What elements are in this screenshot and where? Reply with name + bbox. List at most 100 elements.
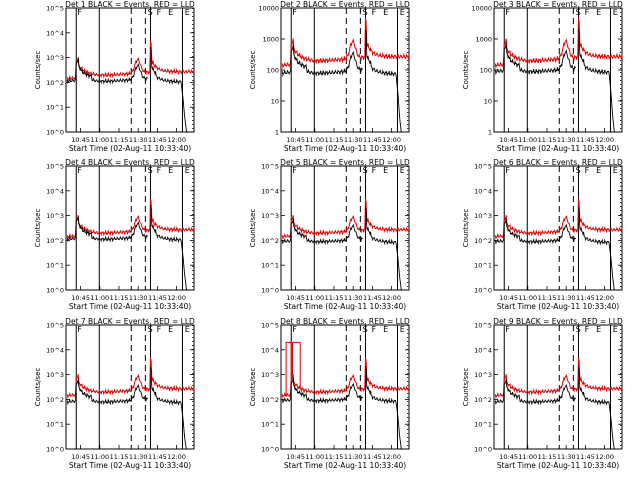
events-series-line (66, 204, 192, 291)
lld-series-line (281, 357, 410, 399)
marker-letter: F (505, 325, 510, 334)
detector-panel: Det 9 BLACK = Events, RED = LLD 10^0 10^1 1… (462, 317, 623, 470)
marker-letter: E (596, 166, 601, 175)
detector-panel: Det 7 BLACK = Events, RED = LLD 10^0 10^1 1… (34, 317, 195, 470)
marker-letter: E (185, 166, 190, 175)
marker-letter: S (148, 166, 153, 175)
detector-panel: Det 4 BLACK = Events, RED = LLD 10^0 10^1 1… (34, 158, 195, 311)
marker-letter: E (596, 8, 601, 17)
panel-title: Det 5 BLACK = Events, RED = LLD (280, 158, 410, 167)
y-tick-label: 10^5 (261, 322, 279, 330)
y-tick-label: 10^5 (474, 322, 492, 330)
detector-panel: Det 2 BLACK = Events, RED = LLD 1 10 100 100… (249, 0, 410, 153)
marker-letter: E (185, 325, 190, 334)
marker-letter: E (613, 8, 618, 17)
y-tick-label: 10^4 (46, 187, 64, 195)
lld-series-line (494, 17, 623, 70)
y-tick-label: 10^0 (261, 446, 279, 454)
plot-frame (280, 165, 410, 291)
marker-letter: S (576, 8, 581, 17)
y-tick-label: 1 (275, 129, 279, 137)
y-tick-label: 10^1 (261, 421, 279, 429)
events-series-line (66, 46, 192, 133)
lld-series-line (66, 40, 195, 82)
x-tick-label: 11:30 (129, 294, 148, 302)
y-tick-label: 10^5 (46, 322, 64, 330)
marker-letter: F (585, 166, 590, 175)
marker-letter: E (168, 166, 173, 175)
x-axis-label: Start Time (02-Aug-11 10:33:40) (497, 302, 619, 311)
events-series-line (281, 207, 407, 291)
y-tick-label: 100 (480, 67, 492, 75)
x-tick-label: 11:45 (148, 294, 167, 302)
marker-letter: F (292, 8, 297, 17)
y-tick-label: 10^0 (46, 446, 64, 454)
marker-letter: S (576, 166, 581, 175)
x-tick-label: 10:45 (286, 453, 305, 461)
detector-panel: Det 6 BLACK = Events, RED = LLD 10^0 10^1 1… (462, 158, 623, 311)
y-tick-label: 10^3 (46, 54, 64, 62)
panel-title: Det 1 BLACK = Events, RED = LLD (65, 0, 195, 9)
x-tick-label: 11:15 (110, 453, 129, 461)
events-series-line (494, 28, 620, 133)
y-axis-label: Counts/sec (34, 209, 42, 248)
marker-letter: F (292, 325, 297, 334)
marker-letter: E (613, 166, 618, 175)
y-tick-label: 10^1 (46, 262, 64, 270)
marker-letter: E (383, 325, 388, 334)
y-tick-label: 10000 (471, 5, 492, 13)
y-tick-label: 10^2 (46, 396, 64, 404)
x-tick-label: 10:45 (499, 136, 518, 144)
marker-letter: E (383, 8, 388, 17)
marker-letter: F (157, 325, 162, 334)
x-axis-label: Start Time (02-Aug-11 10:33:40) (497, 461, 619, 470)
x-tick-label: 10:45 (499, 453, 518, 461)
y-tick-label: 10^4 (474, 346, 492, 354)
plot-frame (493, 324, 623, 450)
x-tick-label: 11:45 (363, 136, 382, 144)
y-tick-label: 10^1 (261, 262, 279, 270)
y-tick-label: 10^1 (474, 262, 492, 270)
marker-letter: S (148, 325, 153, 334)
x-tick-label: 11:45 (363, 453, 382, 461)
marker-letter: S (363, 8, 368, 17)
x-tick-label: 10:45 (286, 294, 305, 302)
detector-panel: Det 5 BLACK = Events, RED = LLD 10^0 10^1 1… (249, 158, 410, 311)
y-tick-label: 10^5 (261, 163, 279, 171)
x-tick-label: 11:00 (518, 294, 537, 302)
y-tick-label: 10^3 (474, 212, 492, 220)
panel-title: Det 3 BLACK = Events, RED = LLD (493, 0, 623, 9)
detector-panel: Det 8 BLACK = Events, RED = LLD 10^0 10^1 1… (249, 317, 410, 470)
lld-saturation-segment (285, 341, 292, 397)
y-axis-label: Counts/sec (249, 51, 257, 90)
y-tick-label: 10^5 (46, 5, 64, 13)
x-tick-label: 10:45 (499, 294, 518, 302)
lld-series-line (281, 17, 410, 70)
y-tick-label: 10 (271, 98, 279, 106)
x-tick-label: 11:30 (557, 453, 576, 461)
y-tick-label: 10^1 (474, 421, 492, 429)
lld-saturation-segment (292, 341, 301, 389)
plot-frame (65, 324, 195, 450)
x-tick-label: 10:45 (286, 136, 305, 144)
y-tick-label: 10^0 (46, 287, 64, 295)
y-tick-label: 1000 (262, 36, 279, 44)
x-tick-label: 11:45 (576, 453, 595, 461)
marker-letter: E (400, 325, 405, 334)
y-tick-label: 10^5 (474, 163, 492, 171)
x-axis-label: Start Time (02-Aug-11 10:33:40) (69, 461, 191, 470)
x-tick-label: 10:45 (71, 136, 90, 144)
x-tick-label: 11:45 (148, 453, 167, 461)
marker-letter: S (363, 166, 368, 175)
marker-letter: S (148, 8, 153, 17)
events-series-line (281, 30, 407, 133)
marker-letter: F (372, 325, 377, 334)
x-tick-label: 11:30 (129, 453, 148, 461)
lld-series-line (494, 198, 623, 240)
x-tick-label: 12:00 (595, 136, 614, 144)
marker-letter: E (400, 166, 405, 175)
x-tick-label: 11:00 (305, 453, 324, 461)
panel-title: Det 6 BLACK = Events, RED = LLD (493, 158, 623, 167)
x-tick-label: 11:15 (325, 453, 344, 461)
